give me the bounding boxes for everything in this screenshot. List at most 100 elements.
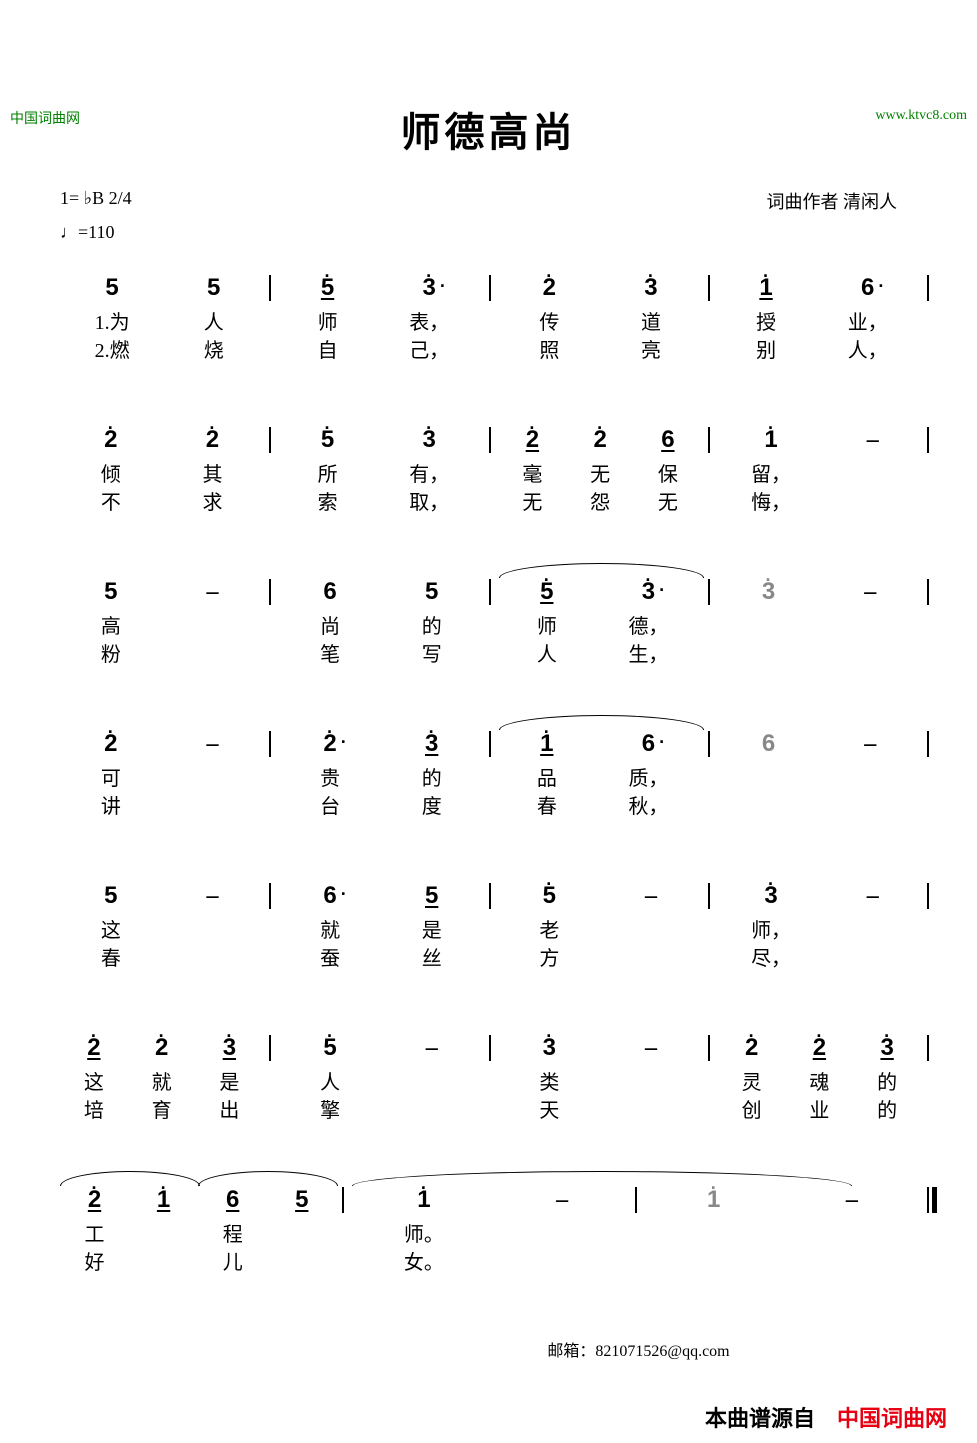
lyric-line2: 笔: [320, 641, 340, 669]
note: 6: [323, 577, 336, 607]
note-cell: 2倾不: [96, 425, 126, 517]
lyric-line1: 就: [152, 1069, 172, 1097]
note-cell: 6质，秋，: [628, 729, 668, 821]
measure: 3类天–: [499, 1033, 702, 1125]
slur-arc: [198, 1171, 338, 1186]
note: 5: [207, 273, 220, 303]
note-cell: 51.为2.燃: [95, 273, 130, 365]
barline: [269, 731, 273, 757]
slur-group: 5师人3德，生，: [499, 577, 702, 669]
lyric-line1: 师: [318, 309, 338, 337]
note-cell: –: [197, 729, 227, 759]
score-title: 师德高尚: [0, 100, 977, 158]
measure: 2这培2就育3是出: [60, 1033, 263, 1125]
final-barline: [927, 1187, 937, 1213]
lyric-line2: 春: [101, 945, 121, 973]
note: 2: [155, 1033, 168, 1063]
note-cell: 2可讲: [96, 729, 126, 821]
lyric-line1: 道: [641, 309, 661, 337]
slur-arc: [60, 1171, 200, 1186]
score-line: 5这春–6就蚕5是丝5老方–3师，尽，–: [0, 881, 977, 973]
lyric-line1: 传: [539, 309, 559, 337]
note-cell: 2工好: [80, 1185, 110, 1277]
note: 6: [661, 425, 674, 455]
note-cell: 3: [754, 577, 784, 607]
note-cell: –: [636, 881, 666, 911]
barline: [708, 731, 712, 757]
dash: –: [864, 729, 876, 759]
measure: 2毫无2无怨6保无: [499, 425, 702, 517]
lyric-line1: 的: [422, 613, 442, 641]
lyric-line1: 无: [590, 461, 610, 489]
lyric-line2: 秋，: [628, 793, 668, 821]
measure: 1品春 6质，秋，: [499, 729, 702, 821]
barline: [708, 883, 712, 909]
barline: [269, 883, 273, 909]
note: 3: [423, 425, 436, 455]
note-cell: 3师，尽，: [751, 881, 791, 973]
footer-source: 本曲谱源自 中国词曲网: [0, 1401, 977, 1433]
measure: 1–: [645, 1185, 921, 1215]
lyric-line1: 质，: [628, 765, 668, 793]
note-cell: 1授别: [751, 273, 781, 365]
lyric-line1: 类: [539, 1069, 559, 1097]
lyric-line1: 是: [219, 1069, 239, 1097]
measure: 3师，尽， –: [718, 881, 921, 973]
barline: [635, 1187, 639, 1213]
note: 2: [543, 273, 556, 303]
note: 5: [543, 881, 556, 911]
dash: –: [206, 881, 218, 911]
barline: [708, 427, 712, 453]
dash: –: [864, 577, 876, 607]
measure: 5这春 –: [60, 881, 263, 973]
barline: [489, 731, 493, 757]
barline: [269, 427, 273, 453]
lyric-line1: 1.为: [95, 309, 130, 337]
lyric-line1: 魂: [809, 1069, 829, 1097]
score-line: 2工好16程儿51师。女。–1–: [0, 1185, 977, 1277]
measure: 6尚笔5的写: [279, 577, 482, 669]
lyric-line1: 的: [422, 765, 442, 793]
note-cell: 2这培: [79, 1033, 109, 1125]
source-prefix: 本曲谱源自: [705, 1406, 815, 1431]
lyric-line2: 自: [318, 337, 338, 365]
note: 2: [526, 425, 539, 455]
key-signature: 1= ♭B 2/4: [60, 188, 132, 214]
note-cell: 5是丝: [417, 881, 447, 973]
lyric-line2: 照: [539, 337, 559, 365]
note-cell: 2 传照: [534, 273, 564, 365]
note-cell: 6业，人，: [848, 273, 888, 365]
score-line: 5高粉–6尚笔5的写5师人3德，生，3–: [0, 577, 977, 669]
lyric-line1: 人: [320, 1069, 340, 1097]
lyric-line1: 业，: [848, 309, 888, 337]
lyric-line2: 人: [537, 641, 557, 669]
lyric-line2: 的: [877, 1097, 897, 1125]
barline: [269, 275, 273, 301]
lyric-line1: 师。: [404, 1221, 444, 1249]
lyric-line1: 师: [537, 613, 557, 641]
measure: 6–: [718, 729, 921, 759]
barline: [489, 579, 493, 605]
note-cell: 5高粉: [96, 577, 126, 669]
barline: [269, 579, 273, 605]
note-cell: 5: [287, 1185, 317, 1277]
note-cell: 1品春: [532, 729, 562, 821]
lyric-line2: 擎: [320, 1097, 340, 1125]
note-cell: –: [417, 1033, 447, 1063]
note-cell: 1留，悔，: [751, 425, 791, 517]
note-cell: 2就育: [147, 1033, 177, 1125]
note-cell: 5这春: [96, 881, 126, 973]
note-cell: 2魂业: [804, 1033, 834, 1125]
measure: 2可讲 –: [60, 729, 263, 821]
measure: 6就蚕5是丝: [279, 881, 482, 973]
footer-email: 邮箱：821071526@qq.com: [0, 1337, 977, 1361]
barline: [708, 579, 712, 605]
lyric-line1: 这: [101, 917, 121, 945]
lyric-line2: 培: [84, 1097, 104, 1125]
lyric-line1: 可: [101, 765, 121, 793]
note: 6: [323, 881, 336, 911]
dash: –: [867, 881, 879, 911]
lyric-line2: 讲: [101, 793, 121, 821]
note-cell: 5老方: [534, 881, 564, 973]
note: 3: [223, 1033, 236, 1063]
